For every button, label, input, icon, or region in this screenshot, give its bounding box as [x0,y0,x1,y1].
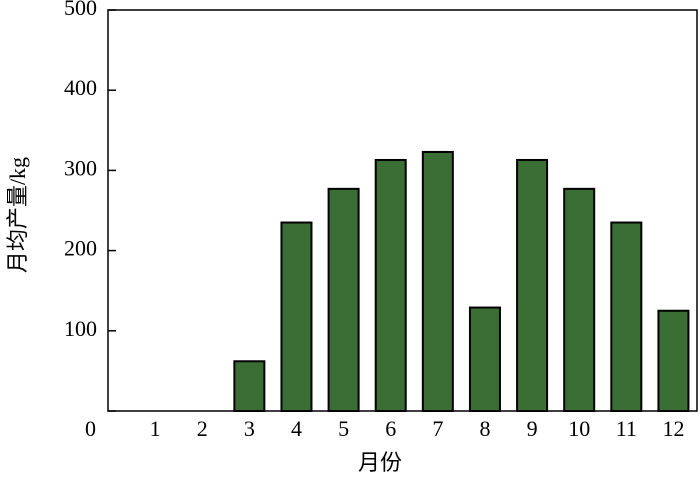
x-tick-label: 1 [150,416,161,441]
bar [233,360,266,412]
bar [468,306,501,412]
y-tick-label: 0 [85,416,96,441]
bar [421,150,454,412]
x-tick-label: 6 [385,416,396,441]
x-tick-label: 7 [432,416,443,441]
y-tick-label: 200 [64,236,97,261]
x-tick-label: 4 [291,416,302,441]
x-tick-label: 2 [197,416,208,441]
y-tick-label: 100 [64,316,97,341]
x-tick-label: 3 [244,416,255,441]
y-tick-label: 400 [64,75,97,100]
y-tick-label: 500 [64,0,97,20]
bar [280,221,313,412]
bar [374,158,407,412]
bar [563,187,596,412]
bar [610,221,643,412]
x-tick-label: 9 [527,416,538,441]
x-axis-label: 月份 [358,450,402,475]
x-tick-label: 5 [338,416,349,441]
y-tick-label: 300 [64,155,97,180]
x-tick-label: 12 [662,416,684,441]
x-tick-label: 8 [479,416,490,441]
bar [657,309,690,412]
bar [516,158,549,412]
x-tick-label: 11 [616,416,637,441]
x-tick-label: 10 [568,416,590,441]
y-axis-label: 月均产量/kg [5,157,30,273]
bar [327,187,360,412]
